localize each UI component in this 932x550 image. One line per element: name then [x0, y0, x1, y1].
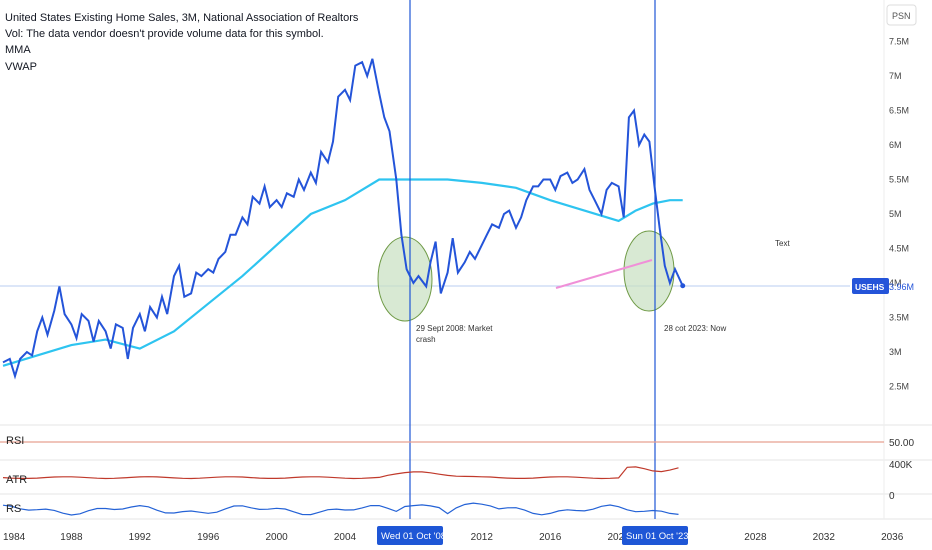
date-tag-2023 [622, 526, 688, 545]
x-tick-label: 2016 [539, 532, 562, 543]
price-tag [852, 278, 889, 294]
atr-label: ATR [6, 474, 27, 486]
x-tick-label: 2032 [813, 532, 836, 543]
date-tag-2008 [377, 526, 443, 545]
price-tag-value: 3.96M [889, 282, 914, 292]
price-line [2, 58, 684, 380]
y-tick-label: 7M [889, 71, 902, 81]
atr-line [2, 466, 679, 480]
y-tick-label: 5M [889, 209, 902, 219]
rs-value: 0 [889, 491, 895, 502]
trend-line[interactable] [555, 259, 653, 289]
rs-label: RS [6, 503, 21, 515]
crash-annotation-line-1[interactable]: 29 Sept 2008: Market [416, 324, 493, 333]
text-annotation[interactable]: Text [775, 239, 790, 248]
date-tag-2023-label: Sun 01 Oct '23 [626, 531, 689, 542]
x-tick-label: 2036 [881, 532, 904, 543]
crash-annotation-line-2[interactable]: crash [416, 335, 436, 344]
indicator-vwap[interactable]: VWAP [5, 61, 37, 73]
y-tick-label: 6.5M [889, 106, 909, 116]
y-tick-label: 5.5M [889, 175, 909, 185]
last-price-dot [680, 283, 686, 289]
y-tick-label: 2.5M [889, 382, 909, 392]
y-axis: 2.5M 3M 3.5M 4M 4.5M 5M 5.5M 6M 6.5M 7M 7.5M [889, 37, 909, 392]
now-annotation[interactable]: 28 cot 2023: Now [664, 324, 726, 333]
x-tick-label: 1984 [3, 532, 26, 543]
y-tick-label: 7.5M [889, 37, 909, 47]
x-axis: 1984 1988 1992 1996 2000 2004 2012 2016 2020 2028… [3, 532, 904, 543]
x-tick-label: 2028 [744, 532, 767, 543]
y-tick-label: 4M [889, 278, 902, 288]
volume-note: Vol: The data vendor doesn't provide vol… [5, 28, 324, 40]
y-tick-label: 6M [889, 140, 902, 150]
rsi-value: 50.00 [889, 438, 914, 449]
y-tick-label: 3M [889, 347, 902, 357]
x-tick-label: 1988 [60, 532, 83, 543]
y-tick-label: 3.5M [889, 313, 909, 323]
price-tag-symbol: USEHS [855, 282, 885, 292]
pane-separators [0, 0, 932, 520]
scale-button-label: PSN [892, 11, 911, 21]
atr-value: 400K [889, 460, 913, 471]
mma-line [2, 178, 683, 367]
highlight-circle-2008[interactable] [377, 236, 433, 322]
indicator-mma[interactable]: MMA [5, 44, 31, 56]
x-tick-label: 2004 [334, 532, 357, 543]
x-tick-label: 2012 [471, 532, 494, 543]
date-tag-2008-label: Wed 01 Oct '08 [381, 531, 446, 542]
x-tick-label: 2000 [265, 532, 288, 543]
chart-title: United States Existing Home Sales, 3M, N… [5, 12, 359, 24]
x-tick-label: 1992 [129, 532, 152, 543]
x-tick-label: 2020 [607, 532, 630, 543]
x-tick-label: 1996 [197, 532, 220, 543]
scale-button[interactable] [886, 4, 917, 26]
rs-line [2, 502, 679, 516]
y-tick-label: 4.5M [889, 244, 909, 254]
rsi-label: RSI [6, 435, 24, 447]
